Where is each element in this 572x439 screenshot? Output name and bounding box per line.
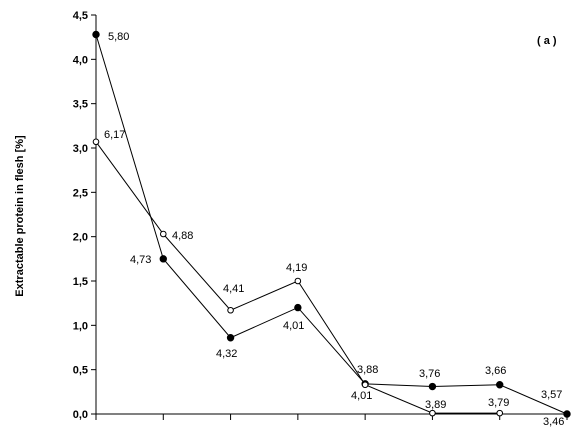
data-point xyxy=(429,409,436,417)
y-tick-label: 2,5 xyxy=(73,187,88,199)
data-labels: 5,80 4,73 4,32 4,01 4,01 3,76 3,66 3,46 6,17 4,88… xyxy=(104,31,564,428)
data-point xyxy=(226,334,235,342)
data-label: 4,01 xyxy=(351,390,372,402)
data-point xyxy=(496,409,504,417)
data-point xyxy=(294,303,302,312)
data-label: 3,76 xyxy=(419,368,440,380)
y-tick-label: 3,5 xyxy=(73,99,88,111)
data-point xyxy=(361,381,369,389)
axes: 0,0 0,5 1,0 1,5 2,0 2,5 3,0 3,5 4,0 4,5 xyxy=(73,10,568,421)
data-point xyxy=(294,277,302,285)
data-label: 4,88 xyxy=(172,230,193,242)
data-point xyxy=(496,381,504,389)
y-tick-label: 0,5 xyxy=(73,365,88,377)
y-axis-title: Extractable protein in flesh [%] xyxy=(14,135,26,297)
y-tick-label: 0,0 xyxy=(73,409,88,421)
data-label: 3,66 xyxy=(485,365,506,377)
data-points xyxy=(92,30,571,418)
y-tick-label: 1,0 xyxy=(73,320,88,332)
data-point xyxy=(227,306,234,314)
data-label: 6,17 xyxy=(104,129,125,141)
data-label: 4,41 xyxy=(223,283,244,295)
data-label: 3,79 xyxy=(488,397,509,409)
data-label: 3,88 xyxy=(357,364,378,376)
y-tick-label: 4,5 xyxy=(73,10,88,22)
data-point xyxy=(159,255,167,263)
data-label: 4,32 xyxy=(216,348,237,360)
data-label: 4,19 xyxy=(286,262,307,274)
y-tick-label: 4,0 xyxy=(73,54,88,66)
data-label: 4,73 xyxy=(130,254,151,266)
data-point xyxy=(428,382,437,391)
data-label: 4,01 xyxy=(283,320,304,332)
data-label: 3,89 xyxy=(425,399,446,411)
series-lines xyxy=(95,34,568,415)
data-point xyxy=(159,230,167,238)
data-label: 3,57 xyxy=(541,389,562,401)
data-label: 3,46 xyxy=(543,416,564,428)
series-line-1 xyxy=(95,34,568,415)
y-tick-label: 1,5 xyxy=(73,276,88,288)
panel-label: ( a ) xyxy=(537,35,557,47)
data-label: 5,80 xyxy=(108,31,129,43)
y-tick-label: 3,0 xyxy=(73,143,88,155)
y-tick-label: 2,0 xyxy=(73,232,88,244)
data-point xyxy=(563,410,571,418)
data-point xyxy=(92,30,100,39)
data-point xyxy=(92,138,100,146)
